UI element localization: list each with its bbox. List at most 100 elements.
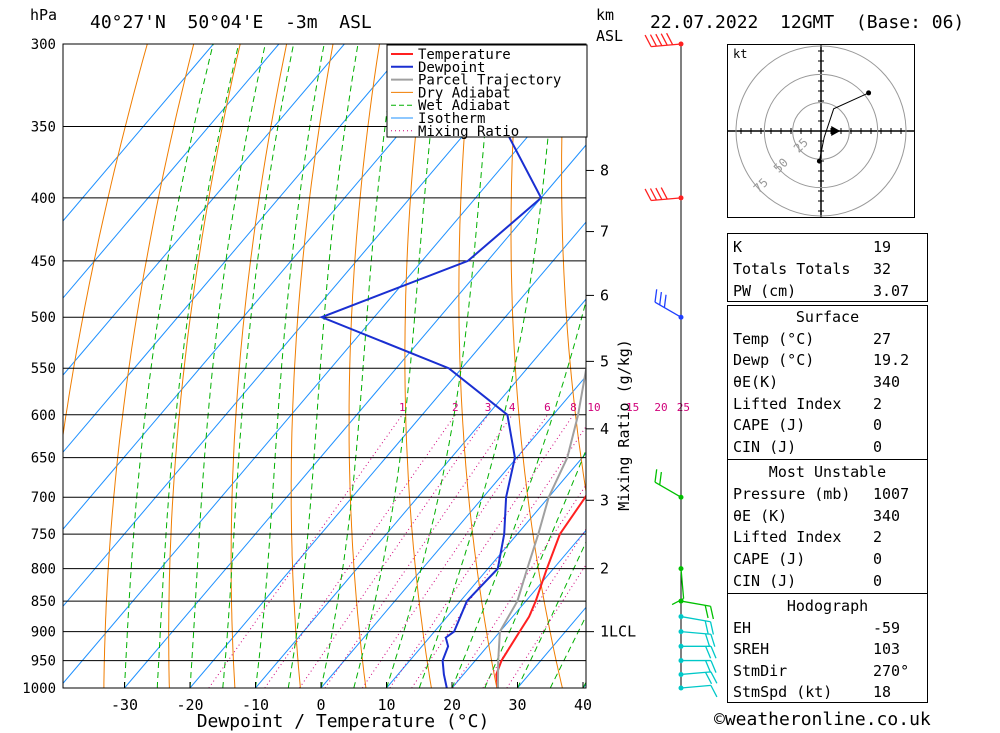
- mu-title-row: Most Unstable: [728, 461, 927, 482]
- surface-dewp-row: Dewp (°C) 19.2: [728, 349, 927, 370]
- wind-barb-staff: [680, 630, 711, 635]
- wind-barb: [678, 629, 716, 647]
- isotherm-line: [189, 221, 586, 688]
- mixing-ratio-line: [264, 414, 456, 688]
- mu-cin-row: CIN (J) 0: [728, 570, 927, 591]
- wind-barb-flag: [655, 187, 663, 200]
- dry-adiabat-line: [168, 44, 241, 688]
- mixing-ratio-tick-label: 10: [587, 401, 600, 414]
- index-tt-row: Totals Totals 32: [728, 258, 927, 279]
- hodo-eh-row: EH -59: [728, 617, 927, 638]
- pressure-tick-label: 650: [31, 451, 56, 467]
- hodo-stmspd-row: StmSpd (kt) 18: [728, 681, 927, 702]
- mixing-ratio-line: [389, 414, 574, 688]
- dry-adiabat-line: [290, 44, 334, 688]
- index-tt-label: Totals Totals: [733, 260, 851, 278]
- wind-barb: [644, 32, 684, 48]
- height-tick-label: 4: [600, 420, 609, 438]
- mu-cin-label: CIN (J): [733, 572, 797, 590]
- pressure-tick-label: 600: [31, 408, 56, 424]
- surface-dewp-label: Dewp (°C): [733, 351, 815, 369]
- pressure-tick-label: 400: [31, 191, 56, 207]
- wind-barb-flag: [644, 188, 652, 201]
- datetime-label: 22.07.2022 12GMT (Base: 06): [650, 12, 965, 33]
- hodograph-ring-label: 75: [751, 175, 771, 195]
- wind-barb-flag: [654, 289, 658, 303]
- wind-barb-flag: [709, 621, 715, 635]
- table-separator: [728, 593, 927, 594]
- height-unit-label-top: km: [596, 6, 615, 24]
- table-separator: [728, 459, 927, 460]
- index-k-row: K 19: [728, 236, 927, 257]
- hodograph-point: [866, 90, 872, 96]
- wind-barb: [678, 614, 715, 635]
- temperature-tick-label: 10: [377, 696, 395, 714]
- pressure-tick-label: 450: [31, 254, 56, 270]
- dry-adiabat-line: [510, 44, 563, 688]
- surface-cape-label: CAPE (J): [733, 416, 806, 434]
- surface-dewp-value: 19.2: [873, 351, 910, 369]
- wind-barb-flag: [659, 471, 663, 485]
- mixing-ratio-tick-label: 25: [677, 401, 690, 414]
- hodo-table-title: Hodograph: [786, 597, 869, 615]
- copyright-link[interactable]: ©weatheronline.co.uk: [714, 709, 931, 730]
- hodo-sreh-row: SREH 103: [728, 638, 927, 659]
- height-tick-label: 8: [600, 161, 609, 179]
- wet-adiabat-line: [222, 44, 295, 688]
- legend-entry: Parcel Trajectory: [418, 73, 561, 89]
- parcel-trajectory-profile: [496, 366, 586, 688]
- wind-barb-flag: [666, 32, 674, 46]
- wind-barb-flag: [663, 294, 667, 308]
- wet-adiabat-line: [418, 44, 558, 688]
- wind-barb-flag: [704, 646, 712, 659]
- hodo-eh-value: -59: [873, 619, 901, 637]
- dry-adiabat-line: [458, 44, 498, 688]
- wind-barb-flag: [644, 34, 652, 47]
- isotherm-line: [320, 375, 586, 688]
- surface-li-value: 2: [873, 395, 883, 413]
- wind-barb-flag: [654, 469, 658, 483]
- pressure-tick-label: 850: [31, 594, 56, 610]
- mixing-ratio-axis-title: Mixing Ratio (g/kg): [615, 339, 633, 511]
- wind-barb: [678, 643, 717, 659]
- temperature-tick-label: -30: [111, 696, 138, 714]
- mixing-ratio-line: [361, 414, 548, 688]
- pressure-tick-label: 550: [31, 361, 56, 377]
- temperature-tick-label: 40: [574, 696, 592, 714]
- dry-adiabat-line: [348, 44, 380, 688]
- location-label: 40°27'N 50°04'E -3m ASL: [90, 12, 372, 33]
- hodograph-trace: [818, 92, 869, 162]
- wind-barb: [678, 598, 715, 620]
- legend-entry: Isotherm: [418, 111, 485, 127]
- legend-entry: Dry Adiabat: [418, 85, 511, 101]
- index-k-label: K: [733, 238, 743, 256]
- height-tick-label: 3: [600, 491, 609, 509]
- hodo-stmspd-value: 18: [873, 683, 892, 701]
- wind-barb-flag: [710, 685, 718, 698]
- wind-barb-flag: [704, 660, 712, 673]
- surface-cin-value: 0: [873, 438, 883, 456]
- wind-barb-flag: [704, 620, 709, 634]
- index-pw-row: PW (cm) 3.07: [728, 280, 927, 301]
- mixing-ratio-tick-label: 20: [654, 401, 667, 414]
- wet-adiabat-line: [549, 615, 586, 688]
- wind-barb-flag: [704, 633, 711, 647]
- mu-pressure-label: Pressure (mb): [733, 485, 851, 503]
- mixing-ratio-tick-label: 4: [509, 401, 516, 414]
- mixing-ratio-tick-label: 6: [544, 401, 551, 414]
- wind-barb-flag: [704, 605, 709, 619]
- surface-temp-value: 27: [873, 330, 892, 348]
- wind-barb-staff: [680, 615, 711, 623]
- surface-li-label: Lifted Index: [733, 395, 842, 413]
- hodo-stmdir-value: 270°: [873, 662, 910, 680]
- wind-barb-flag: [660, 187, 668, 200]
- height-tick-label: 7: [600, 223, 609, 241]
- height-tick-label: 5: [600, 352, 609, 370]
- surface-theta-value: 340: [873, 373, 901, 391]
- height-unit-label-bottom: ASL: [596, 27, 624, 45]
- wind-barb-flag: [659, 291, 663, 306]
- hodo-stmdir-label: StmDir: [733, 662, 788, 680]
- dry-adiabat-line: [937, 44, 1000, 688]
- height-tick-label: 2: [600, 560, 609, 578]
